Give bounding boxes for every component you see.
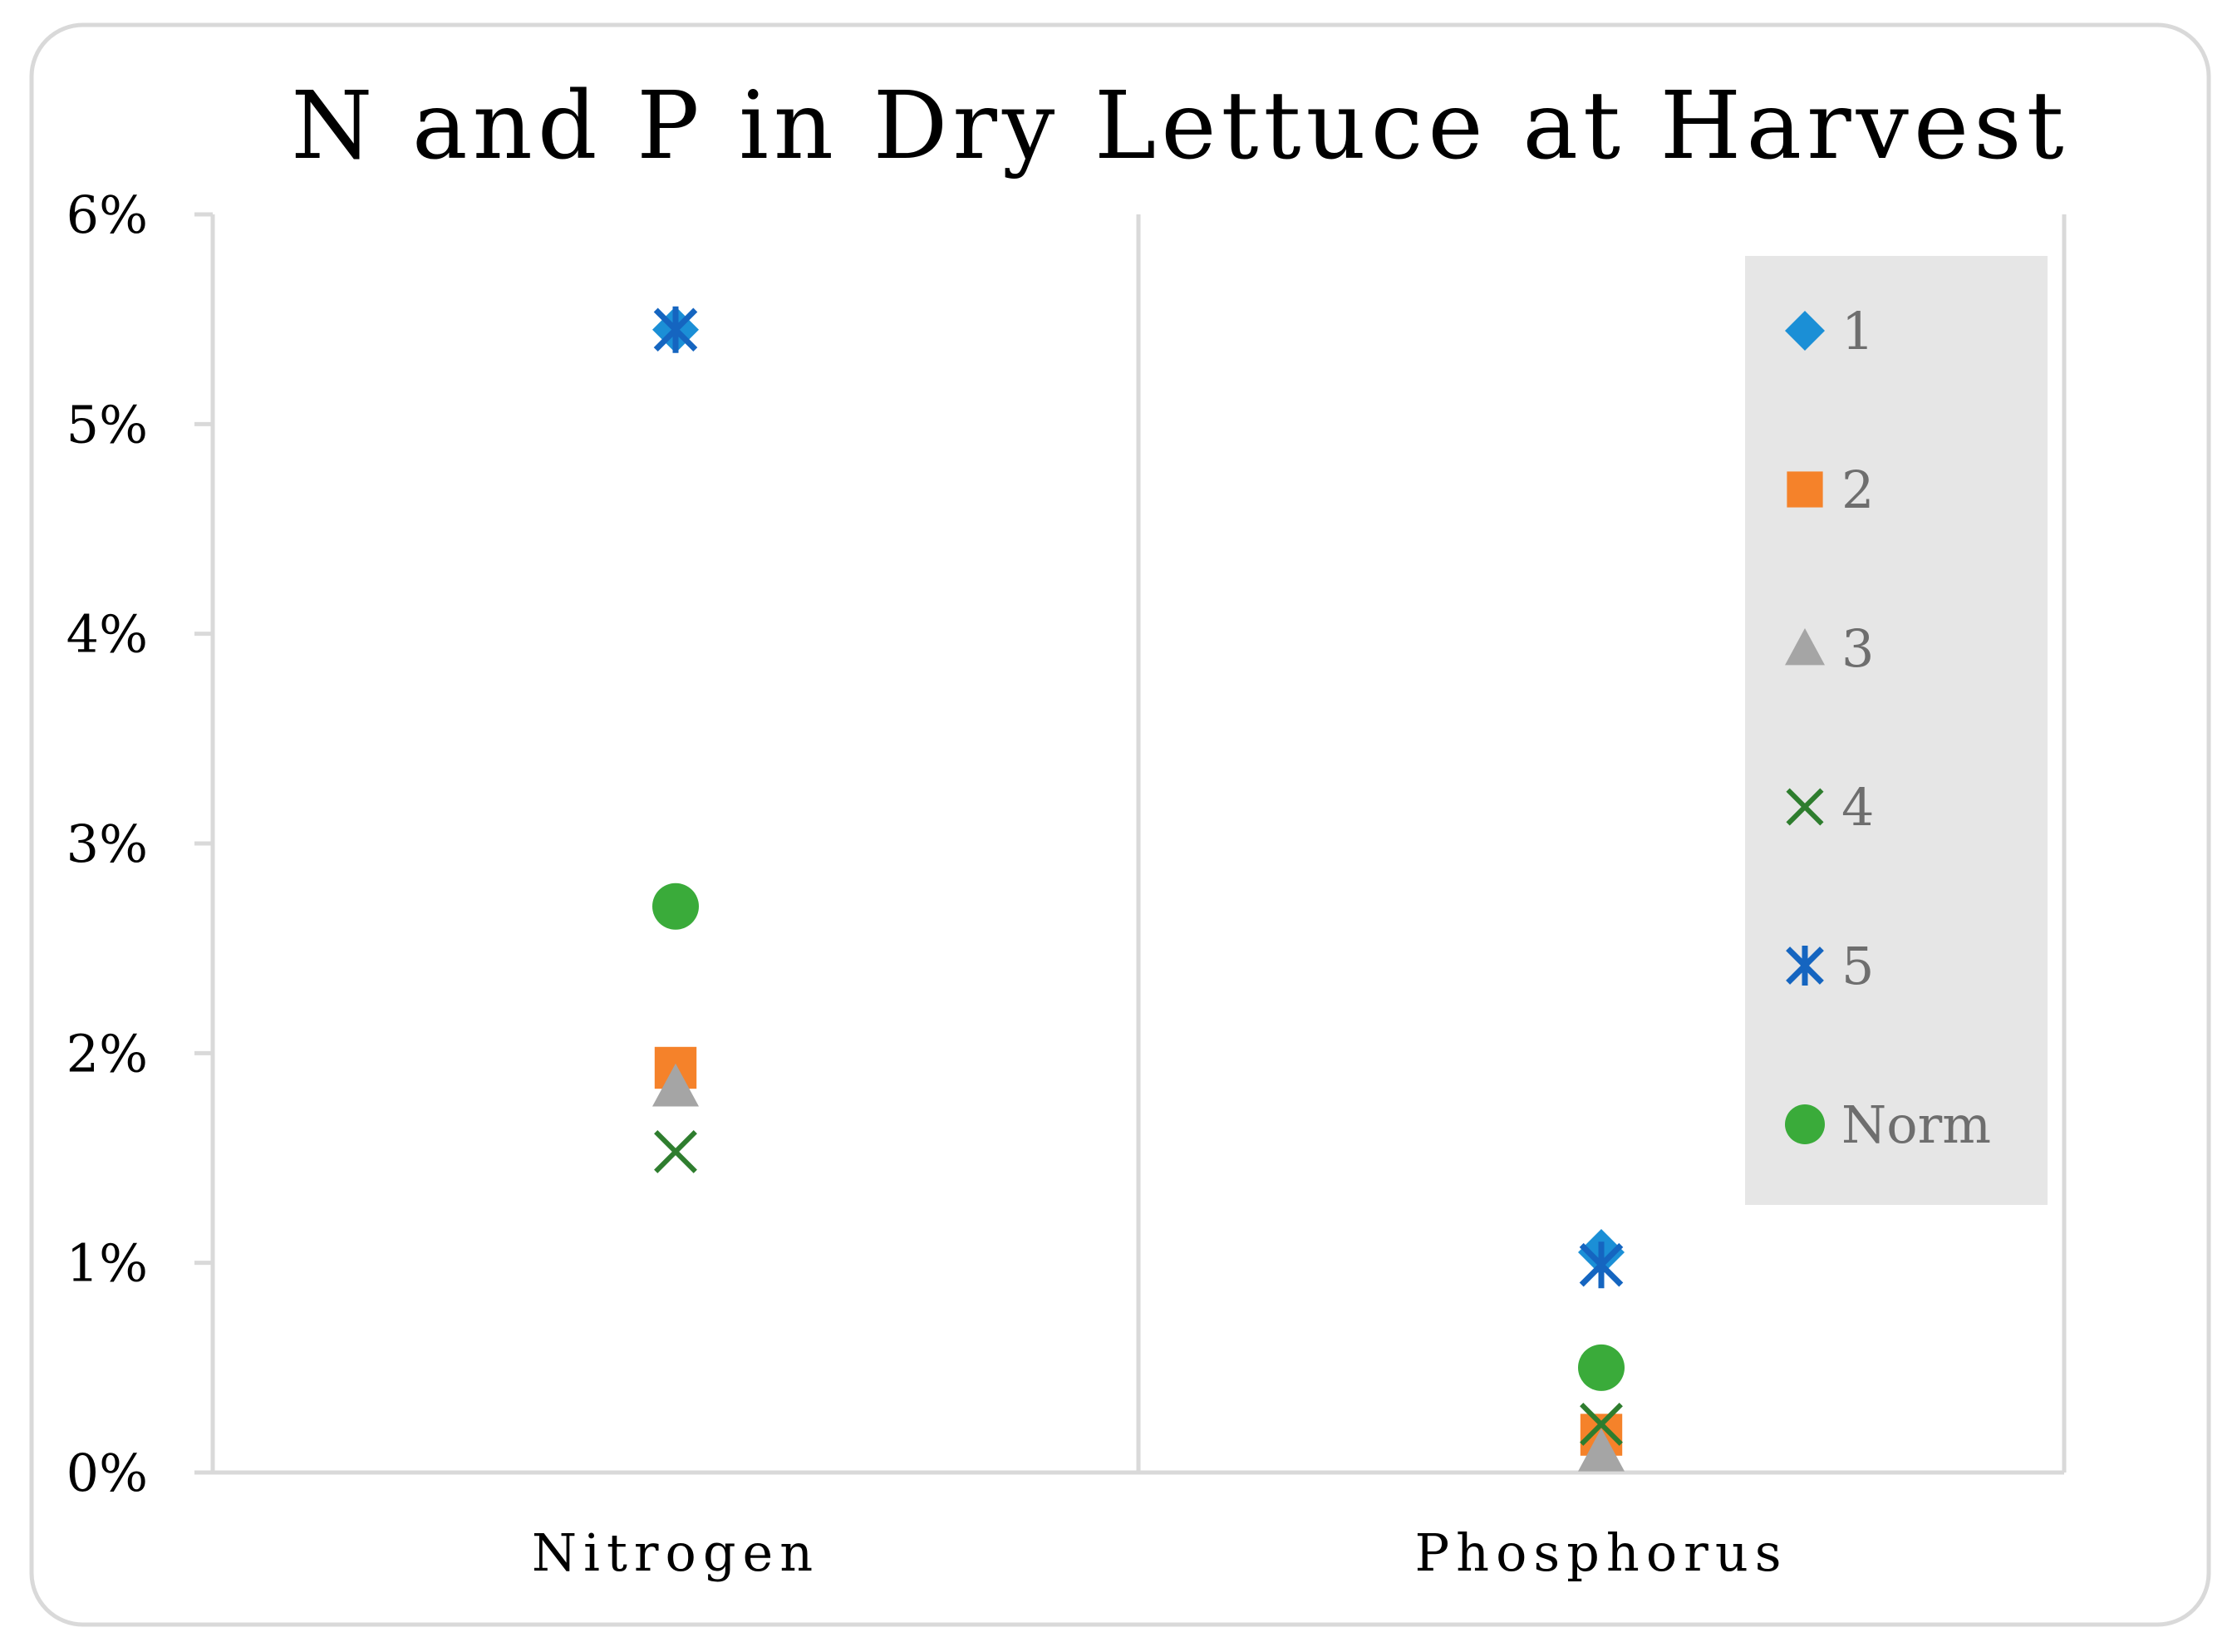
x-tick-label: Phosphorus [1414, 1522, 1787, 1583]
legend-marker-1 [1785, 311, 1825, 351]
y-tick-label: 3% [66, 814, 148, 874]
legend-marker-5 [1786, 946, 1824, 986]
y-tick-label: 6% [66, 184, 148, 245]
legend-label: 4 [1841, 777, 1874, 838]
legend-marker-norm [1785, 1104, 1825, 1144]
legend-box [1745, 256, 2048, 1205]
y-tick-label: 5% [66, 394, 148, 455]
legend-label: 5 [1841, 936, 1874, 996]
data-point-series-3 [1578, 1428, 1625, 1472]
data-point-series-norm [1578, 1344, 1625, 1391]
legend-label: Norm [1841, 1094, 1991, 1155]
data-point-series-4 [654, 1130, 697, 1173]
data-point-series-3 [652, 1063, 699, 1107]
data-point-series-5 [1579, 1241, 1624, 1289]
y-tick-label: 2% [66, 1023, 148, 1084]
chart-frame [29, 22, 2211, 1627]
y-tick-label: 4% [66, 604, 148, 665]
legend-marker-2 [1787, 471, 1823, 508]
data-points [652, 306, 1625, 1472]
data-point-series-4 [1580, 1403, 1623, 1446]
chart-title: N and P in Dry Lettuce at Harvest [291, 72, 2068, 180]
x-tick-label: Nitrogen [532, 1522, 819, 1583]
tick-labels: 0% 1% 2% 3% 4% 5% 6% Nitrogen Phosphorus [66, 184, 1787, 1583]
legend-marker-4 [1786, 788, 1824, 826]
legend-marker-3 [1785, 628, 1825, 666]
legend: 1 2 3 4 5 Norm [1745, 256, 2048, 1205]
legend-label: 3 [1841, 618, 1874, 679]
legend-label: 1 [1841, 301, 1874, 361]
legend-label: 2 [1841, 460, 1874, 520]
axes [194, 212, 2067, 1475]
y-tick-label: 1% [66, 1233, 148, 1294]
data-point-series-norm [652, 883, 699, 930]
y-tick-label: 0% [66, 1443, 148, 1503]
data-point-series-5 [653, 306, 698, 353]
